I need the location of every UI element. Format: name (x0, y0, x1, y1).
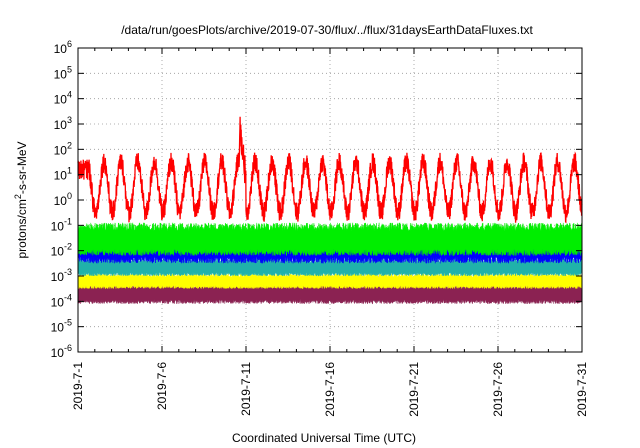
y-tick-label: 105 (54, 64, 72, 81)
x-axis: 2019-7-1 2019-7-6 2019-7-11 2019-7-16 2019-7… (71, 48, 589, 417)
x-axis-label: Coordinated Universal Time (UTC) (232, 431, 416, 445)
chart-title: /data/run/goesPlots/archive/2019-07-30/f… (121, 23, 533, 37)
y-tick-label: 10-2 (51, 242, 72, 259)
x-tick-label: 2019-7-26 (491, 362, 505, 417)
x-tick-label: 2019-7-6 (155, 362, 169, 410)
y-tick-label: 10-6 (51, 343, 72, 360)
x-tick-label: 2019-7-11 (239, 362, 253, 416)
y-axis-label-sup: 2 (13, 194, 23, 199)
grid (78, 48, 582, 352)
y-tick-label: 106 (54, 39, 72, 56)
x-tick-label: 2019-7-21 (407, 362, 421, 417)
series-band-1 (77, 221, 583, 257)
y-axis-label-rest: -s-sr-MeV (15, 141, 29, 194)
y-tick-label: 102 (54, 140, 72, 157)
y-tick-label: 101 (54, 166, 72, 183)
series-band-4 (77, 272, 583, 290)
y-axis-label-base: protons/cm (15, 199, 29, 258)
y-tick-label: 104 (54, 90, 72, 107)
series-line-0 (77, 116, 583, 224)
y-tick-label: 100 (54, 191, 72, 208)
y-axis: 10-6 10-5 10-4 10-3 10-2 10-1 100 101 102 103 104 1… (51, 39, 582, 360)
y-tick-label: 10-4 (51, 292, 72, 309)
y-tick-label: 103 (54, 115, 72, 132)
y-tick-label: 10-3 (51, 267, 72, 284)
y-axis-label: protons/cm2-s-sr-MeV (13, 141, 29, 258)
y-tick-label: 10-5 (51, 318, 72, 335)
y-tick-label: 10-1 (51, 216, 72, 233)
x-tick-label: 2019-7-31 (575, 362, 589, 417)
x-tick-label: 2019-7-16 (323, 362, 337, 417)
x-tick-label: 2019-7-1 (71, 362, 85, 410)
